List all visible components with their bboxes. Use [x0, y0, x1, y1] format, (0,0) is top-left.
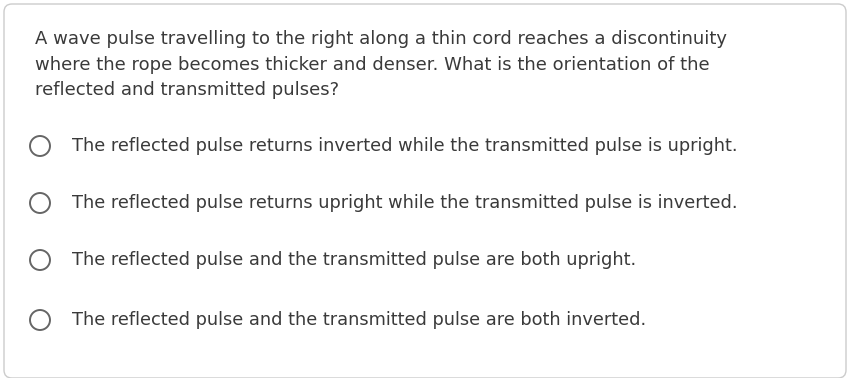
Text: The reflected pulse returns inverted while the transmitted pulse is upright.: The reflected pulse returns inverted whi… [72, 137, 738, 155]
Circle shape [30, 193, 50, 213]
Circle shape [30, 250, 50, 270]
Text: The reflected pulse and the transmitted pulse are both upright.: The reflected pulse and the transmitted … [72, 251, 636, 269]
Text: A wave pulse travelling to the right along a thin cord reaches a discontinuity
w: A wave pulse travelling to the right alo… [35, 30, 727, 99]
Circle shape [30, 310, 50, 330]
Text: The reflected pulse and the transmitted pulse are both inverted.: The reflected pulse and the transmitted … [72, 311, 646, 329]
FancyBboxPatch shape [4, 4, 846, 378]
Circle shape [30, 136, 50, 156]
Text: The reflected pulse returns upright while the transmitted pulse is inverted.: The reflected pulse returns upright whil… [72, 194, 738, 212]
